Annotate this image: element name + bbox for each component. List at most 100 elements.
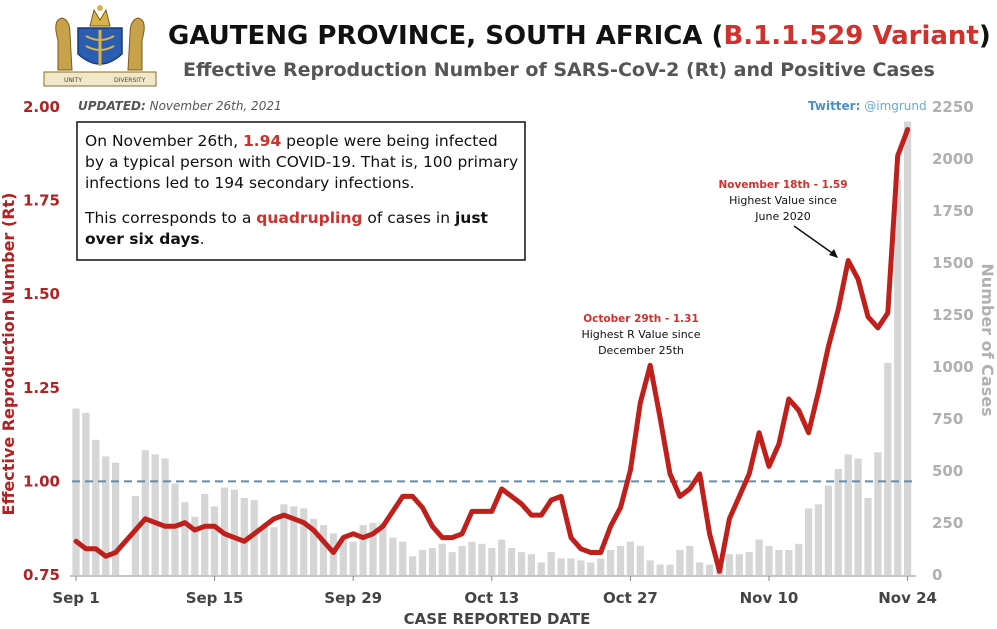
right-tick-label: 1000 xyxy=(932,358,974,376)
case-bar xyxy=(725,554,733,575)
case-bar xyxy=(824,485,832,575)
case-bar xyxy=(240,498,248,575)
case-bar xyxy=(141,450,149,575)
case-bar xyxy=(696,562,704,575)
case-bar xyxy=(527,554,535,575)
textbox-line-3: infections led to 194 secondary infectio… xyxy=(85,174,415,192)
case-bar xyxy=(72,408,80,575)
x-tick-label: Sep 29 xyxy=(324,589,382,607)
right-tick-label: 500 xyxy=(932,462,963,480)
right-tick-label: 1500 xyxy=(932,254,974,272)
rt-series-line xyxy=(73,127,911,574)
case-bar xyxy=(775,550,783,575)
right-tick-label: 0 xyxy=(932,566,942,584)
crest-banner-left: UNITY xyxy=(64,77,82,84)
right-tick-label: 250 xyxy=(932,514,963,532)
case-bar xyxy=(735,554,743,575)
case-bar xyxy=(399,541,407,575)
chart-title: GAUTENG PROVINCE, SOUTH AFRICA (B.1.1.52… xyxy=(168,21,991,51)
case-bar xyxy=(270,527,278,575)
x-tick-label: Nov 24 xyxy=(878,589,937,607)
y-axis-left-label: Effective Reproduction Number (Rt) xyxy=(0,193,18,516)
case-bar xyxy=(814,504,823,575)
left-tick-label: 1.75 xyxy=(23,192,60,210)
case-bar xyxy=(854,458,862,575)
case-bar xyxy=(478,543,486,575)
case-bar xyxy=(656,564,664,575)
case-bar xyxy=(102,456,110,575)
twitter-credit: Twitter: @imgrund xyxy=(808,99,927,113)
x-tick-label: Nov 10 xyxy=(740,589,799,607)
case-bar xyxy=(587,562,595,575)
right-tick-label: 1750 xyxy=(932,202,974,220)
textbox-line-5: over six days. xyxy=(85,230,205,248)
case-bar xyxy=(676,550,684,575)
case-bar xyxy=(319,525,328,575)
case-bar xyxy=(260,527,268,575)
x-tick-label: Oct 13 xyxy=(464,589,519,607)
case-bar xyxy=(785,550,793,575)
x-tick-label: Sep 15 xyxy=(186,589,244,607)
annotation-oct29-title: October 29th - 1.31 xyxy=(583,313,699,325)
x-axis-label: CASE REPORTED DATE xyxy=(404,610,591,628)
case-bar xyxy=(201,493,209,575)
case-bar xyxy=(765,545,773,575)
textbox-line-2: by a typical person with COVID-19. That … xyxy=(85,153,518,171)
case-bar xyxy=(626,541,634,575)
left-axis-ticks: 0.75 1.00 1.25 1.50 1.75 2.00 xyxy=(23,98,60,584)
annotation-arrow xyxy=(793,225,836,256)
case-bar xyxy=(359,525,367,575)
case-bar xyxy=(745,552,753,575)
case-bar xyxy=(181,502,189,575)
case-bar xyxy=(171,483,179,575)
case-bars xyxy=(72,121,912,576)
case-bar xyxy=(844,454,852,575)
case-bar xyxy=(468,541,476,575)
case-bar xyxy=(597,558,605,575)
annotation-nov18-title: November 18th - 1.59 xyxy=(718,179,847,191)
left-tick-label: 0.75 xyxy=(23,566,60,584)
case-bar xyxy=(904,121,912,575)
left-tick-label: 1.50 xyxy=(23,285,60,303)
case-bar xyxy=(448,552,456,575)
case-bar xyxy=(339,539,347,575)
annotation-nov18-line1: Highest Value since xyxy=(729,194,837,207)
case-bar xyxy=(498,539,506,575)
case-bar xyxy=(131,496,139,575)
case-bar xyxy=(310,518,318,575)
right-tick-label: 750 xyxy=(932,410,963,428)
case-bar xyxy=(646,560,654,575)
case-bar xyxy=(864,498,872,575)
case-bar xyxy=(805,508,813,575)
case-bar xyxy=(706,564,714,575)
crest-banner-right: DIVERSITY xyxy=(114,77,146,84)
annotation-oct29-line2: December 25th xyxy=(598,344,684,357)
case-bar xyxy=(290,506,298,575)
case-bar xyxy=(517,552,526,575)
y-axis-right-label: Number of Cases xyxy=(978,263,997,416)
case-bar xyxy=(379,523,387,575)
case-bar xyxy=(112,462,120,575)
case-bar xyxy=(537,562,545,575)
annotation-nov18-line2: June 2020 xyxy=(754,210,810,223)
case-bar xyxy=(92,439,100,575)
x-tick-label: Oct 27 xyxy=(603,589,658,607)
right-tick-label: 2250 xyxy=(932,98,974,116)
coat-of-arms-icon: UNITY DIVERSITY xyxy=(43,5,157,87)
textbox-line-4: This corresponds to a quadrupling of cas… xyxy=(84,209,489,227)
case-bar xyxy=(607,550,615,575)
left-tick-label: 1.25 xyxy=(23,379,60,397)
right-tick-label: 1250 xyxy=(932,306,974,324)
case-bar xyxy=(250,500,258,575)
case-bar xyxy=(230,489,238,575)
case-bar xyxy=(458,545,466,575)
case-bar xyxy=(369,523,377,575)
case-bar xyxy=(795,543,803,575)
left-tick-label: 2.00 xyxy=(23,98,60,116)
updated-stamp: UPDATED: November 26th, 2021 xyxy=(78,99,282,113)
case-bar xyxy=(280,504,288,575)
case-bar xyxy=(488,548,496,575)
case-bar xyxy=(389,537,397,575)
case-bar xyxy=(567,558,575,575)
